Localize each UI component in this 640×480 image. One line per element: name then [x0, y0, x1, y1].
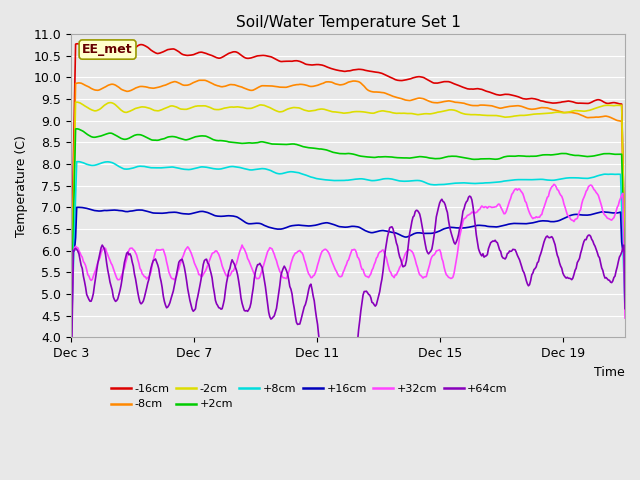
+2cm — [332, 150, 339, 156]
Line: +32cm: +32cm — [71, 184, 625, 357]
+8cm — [368, 178, 376, 183]
-16cm — [335, 68, 342, 73]
+2cm — [609, 151, 616, 157]
-16cm — [74, 41, 82, 47]
+16cm — [621, 248, 629, 253]
Legend: -16cm, -8cm, -2cm, +2cm, +8cm, +16cm, +32cm, +64cm: -16cm, -8cm, -2cm, +2cm, +8cm, +16cm, +3… — [106, 379, 512, 414]
-8cm — [368, 89, 376, 95]
+16cm — [74, 204, 82, 210]
Line: -2cm: -2cm — [71, 102, 625, 307]
-2cm — [368, 110, 376, 116]
+64cm — [398, 261, 406, 267]
+2cm — [522, 154, 530, 159]
+64cm — [330, 349, 338, 355]
X-axis label: Time: Time — [595, 366, 625, 379]
-8cm — [621, 264, 629, 270]
-8cm — [522, 105, 530, 111]
Line: +8cm: +8cm — [71, 162, 625, 336]
+16cm — [522, 221, 530, 227]
+16cm — [368, 230, 376, 236]
+8cm — [335, 178, 342, 183]
Title: Soil/Water Temperature Set 1: Soil/Water Temperature Set 1 — [236, 15, 461, 30]
-16cm — [609, 100, 616, 106]
-2cm — [609, 103, 616, 108]
-8cm — [67, 295, 75, 301]
Line: +64cm: +64cm — [71, 196, 625, 395]
+16cm — [67, 248, 75, 253]
+8cm — [621, 306, 629, 312]
+32cm — [67, 354, 75, 360]
+8cm — [332, 178, 339, 183]
+2cm — [335, 151, 342, 156]
-8cm — [398, 96, 406, 102]
+8cm — [73, 159, 81, 165]
-2cm — [335, 109, 342, 115]
+16cm — [609, 210, 616, 216]
+2cm — [67, 317, 75, 323]
-2cm — [621, 254, 629, 260]
+2cm — [621, 285, 629, 291]
-16cm — [368, 69, 376, 74]
+32cm — [330, 264, 338, 270]
+32cm — [333, 271, 341, 276]
+16cm — [332, 222, 339, 228]
+32cm — [609, 216, 616, 222]
+8cm — [67, 334, 75, 339]
+2cm — [368, 155, 376, 160]
Line: -8cm: -8cm — [71, 80, 625, 298]
Line: +16cm: +16cm — [71, 207, 625, 251]
+8cm — [609, 171, 616, 177]
+64cm — [333, 347, 341, 352]
-2cm — [522, 112, 530, 118]
Line: -16cm: -16cm — [71, 44, 625, 278]
-16cm — [621, 254, 629, 260]
-2cm — [398, 110, 406, 116]
-2cm — [67, 304, 75, 310]
-16cm — [398, 78, 406, 84]
-8cm — [335, 82, 342, 88]
-8cm — [332, 81, 339, 87]
-16cm — [522, 96, 530, 102]
+8cm — [398, 178, 406, 184]
+16cm — [335, 224, 342, 229]
-8cm — [198, 77, 206, 83]
+64cm — [621, 306, 629, 312]
+32cm — [367, 271, 374, 277]
+64cm — [466, 193, 474, 199]
+8cm — [522, 177, 530, 182]
Line: +2cm: +2cm — [71, 129, 625, 320]
Y-axis label: Temperature (C): Temperature (C) — [15, 135, 28, 237]
+2cm — [398, 155, 406, 161]
Text: EE_met: EE_met — [82, 43, 133, 56]
-8cm — [609, 116, 616, 121]
+32cm — [397, 263, 404, 269]
-16cm — [332, 67, 339, 72]
+64cm — [610, 275, 618, 280]
+64cm — [346, 392, 353, 398]
+32cm — [621, 315, 629, 321]
+2cm — [73, 126, 81, 132]
+64cm — [368, 300, 376, 305]
-16cm — [67, 275, 75, 281]
-2cm — [332, 109, 339, 115]
+32cm — [550, 181, 558, 187]
+32cm — [521, 198, 529, 204]
+16cm — [398, 233, 406, 239]
-2cm — [73, 99, 81, 105]
+64cm — [524, 281, 531, 287]
+64cm — [67, 380, 75, 385]
